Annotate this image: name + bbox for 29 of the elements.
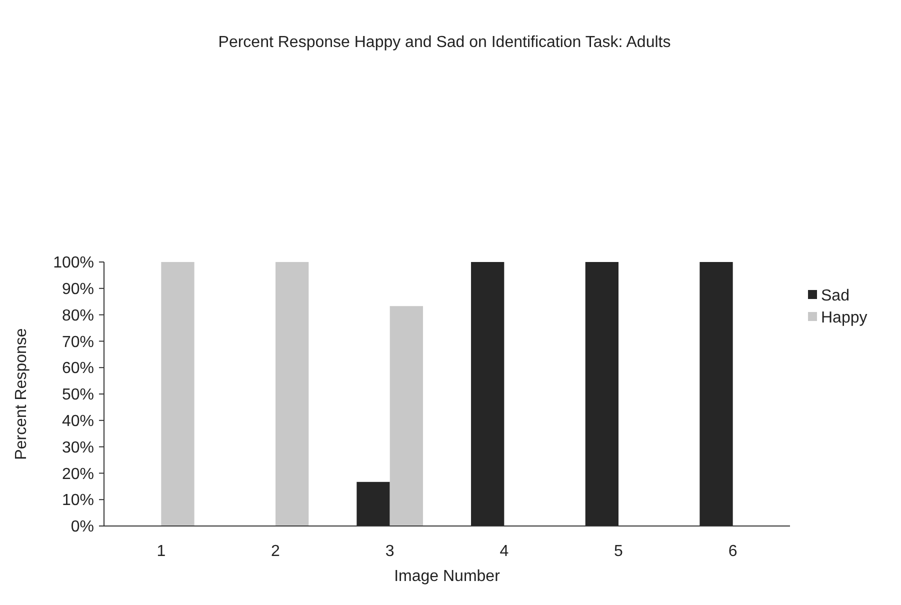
y-axis-title: Percent Response [13, 328, 30, 460]
bar [161, 262, 194, 526]
x-tick-label: 3 [385, 543, 394, 560]
bar [390, 306, 423, 526]
y-tick-label: 60% [62, 360, 94, 378]
y-tick-label: 50% [62, 386, 94, 404]
chart-title: Percent Response Happy and Sad on Identification Task: Adults [218, 34, 671, 51]
x-tick-label: 2 [271, 543, 280, 560]
y-tick-label: 10% [62, 492, 94, 510]
legend-label: Happy [821, 310, 868, 327]
x-axis-title: Image Number [394, 568, 501, 585]
legend-label: Sad [821, 288, 850, 305]
y-tick-label: 100% [53, 254, 94, 272]
y-tick-label: 90% [62, 281, 94, 298]
x-tick-label: 5 [614, 543, 624, 560]
bar [471, 262, 504, 526]
y-tick-label: 30% [62, 439, 94, 456]
x-tick-label: 1 [156, 543, 166, 560]
y-tick-label: 20% [62, 466, 94, 483]
x-tick-label: 6 [728, 543, 738, 560]
bar [356, 482, 390, 526]
bar [276, 262, 309, 526]
y-tick-label: 80% [62, 307, 94, 324]
y-tick-label: 0% [70, 518, 94, 536]
x-tick-label: 4 [500, 543, 509, 560]
y-tick-label: 40% [62, 413, 94, 430]
bar [700, 262, 733, 526]
bar [585, 262, 618, 526]
y-tick-label: 70% [62, 334, 94, 351]
